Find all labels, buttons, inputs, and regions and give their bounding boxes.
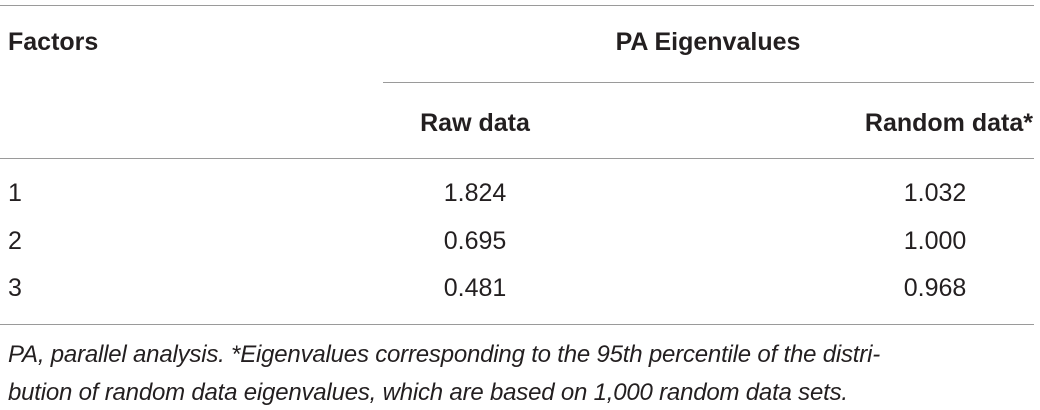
value-cell: 0.968: [903, 274, 967, 302]
value-cell: 1.824: [443, 179, 507, 207]
group-rule: [383, 82, 1034, 83]
value-cell: 1.000: [903, 226, 967, 255]
footnote: PA, parallel analysis. *Eigenvalues corr…: [8, 341, 880, 368]
footnote: bution of random data eigenvalues, which…: [8, 379, 848, 406]
header-rule: [0, 158, 1034, 159]
header-cell: Random data*: [864, 109, 1033, 137]
top-rule: [0, 5, 1034, 6]
header-cell: Raw data: [420, 109, 530, 137]
header-cell: PA Eigenvalues: [615, 28, 801, 56]
factor-cell: 1: [8, 179, 22, 207]
value-cell: 0.695: [443, 226, 507, 255]
header-cell: Factors: [8, 28, 99, 56]
value-cell: 0.481: [443, 274, 507, 302]
factor-cell: 2: [8, 226, 22, 255]
factor-cell: 3: [8, 274, 22, 302]
value-cell: 1.032: [903, 179, 967, 207]
bottom-rule: [0, 324, 1034, 325]
